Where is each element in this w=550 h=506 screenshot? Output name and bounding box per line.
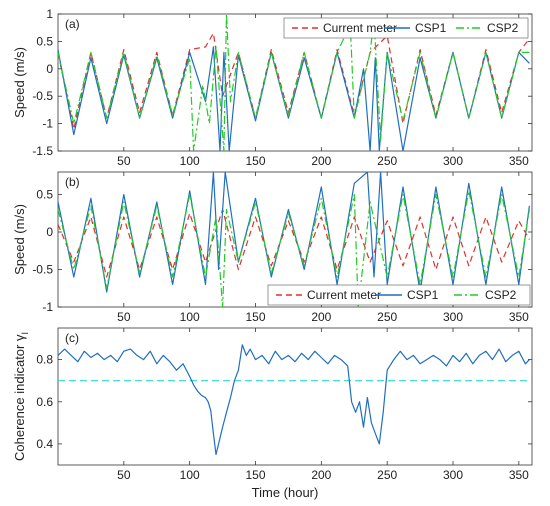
legend: Current meter CSP1 CSP2	[283, 17, 529, 39]
y-axis-label: Coherence indicator γI	[12, 332, 30, 461]
series-group	[58, 172, 530, 307]
plot-frame	[57, 327, 533, 466]
x-tick-label: 350	[509, 468, 529, 482]
panel-label: (c)	[65, 331, 79, 345]
y-tick-label: -1	[42, 300, 53, 314]
panel-label: (b)	[65, 175, 80, 189]
legend: Current meter CSP1 CSP2	[267, 284, 531, 306]
y-axis-label: Speed (m/s)	[12, 47, 27, 118]
y-tick-label: 0.5	[36, 188, 53, 202]
x-tick-label: 50	[117, 468, 131, 482]
x-tick-label: 100	[180, 310, 200, 324]
x-tick-label: 50	[117, 154, 131, 168]
y-axis-label-text: Speed (m/s)	[12, 47, 27, 118]
x-axis-label: Time (hour)	[252, 485, 319, 500]
x-tick-label: 200	[311, 310, 331, 324]
panel-label: (a)	[65, 17, 80, 31]
x-tick-label: 300	[443, 310, 463, 324]
panel-a: 50 100 150 200 250 300 350 -1.5 -1 -0.5 0 0.5 1 (a) Sp…	[12, 7, 533, 168]
y-tick-label: -0.5	[32, 263, 53, 277]
series-line-coherence	[58, 344, 530, 456]
y-axis-label-subscript: I	[20, 332, 30, 335]
y-tick-label: 0	[46, 62, 53, 76]
legend-entry-current-meter: Current meter	[307, 288, 381, 302]
y-tick-label: 0.4	[36, 437, 53, 451]
x-tick-label: 200	[311, 468, 331, 482]
y-tick-label: 0	[46, 225, 53, 239]
x-tick-label: 150	[245, 310, 265, 324]
y-tick-label: 0.5	[36, 34, 53, 48]
legend-entry-current-meter: Current meter	[323, 21, 397, 35]
panel-b: 50 100 150 200 250 300 350 -1 -0.5 0 0.5 (b) Speed (…	[12, 171, 533, 324]
series-line-current-meter	[58, 32, 530, 130]
y-tick-label: 1	[46, 7, 53, 21]
x-tick-label: 350	[509, 310, 529, 324]
y-axis-label: Speed (m/s)	[12, 204, 27, 275]
x-tick-label: 250	[377, 468, 397, 482]
y-axis-label-text: Coherence indicator γ	[12, 334, 27, 461]
legend-entry-csp2: CSP2	[485, 288, 517, 302]
legend-entry-csp1: CSP1	[407, 288, 439, 302]
x-tick-label: 150	[245, 468, 265, 482]
x-tick-label: 350	[509, 154, 529, 168]
x-tick-label: 250	[377, 310, 397, 324]
x-tick-label: 300	[443, 468, 463, 482]
x-tick-label: 200	[311, 154, 331, 168]
legend-entry-csp1: CSP1	[415, 21, 447, 35]
legend-entry-csp2: CSP2	[487, 21, 519, 35]
series-group	[58, 344, 530, 456]
x-tick-label: 100	[180, 468, 200, 482]
x-tick-label: 100	[180, 154, 200, 168]
y-tick-label: 0.8	[36, 353, 53, 367]
x-tick-label: 250	[377, 154, 397, 168]
x-tick-label: 300	[443, 154, 463, 168]
series-line-csp2	[58, 190, 530, 307]
y-tick-label: -1	[42, 117, 53, 131]
x-tick-label: 50	[117, 310, 131, 324]
y-axis-label-text: Speed (m/s)	[12, 204, 27, 275]
x-tick-label: 150	[245, 154, 265, 168]
y-tick-label: -0.5	[32, 89, 53, 103]
y-tick-label: -1.5	[32, 144, 53, 158]
panel-c: 50 100 150 200 250 300 350 0.4 0.6 0.8 (c) Coherenc…	[12, 327, 533, 482]
y-tick-label: 0.6	[36, 395, 53, 409]
series-group	[58, 14, 530, 151]
